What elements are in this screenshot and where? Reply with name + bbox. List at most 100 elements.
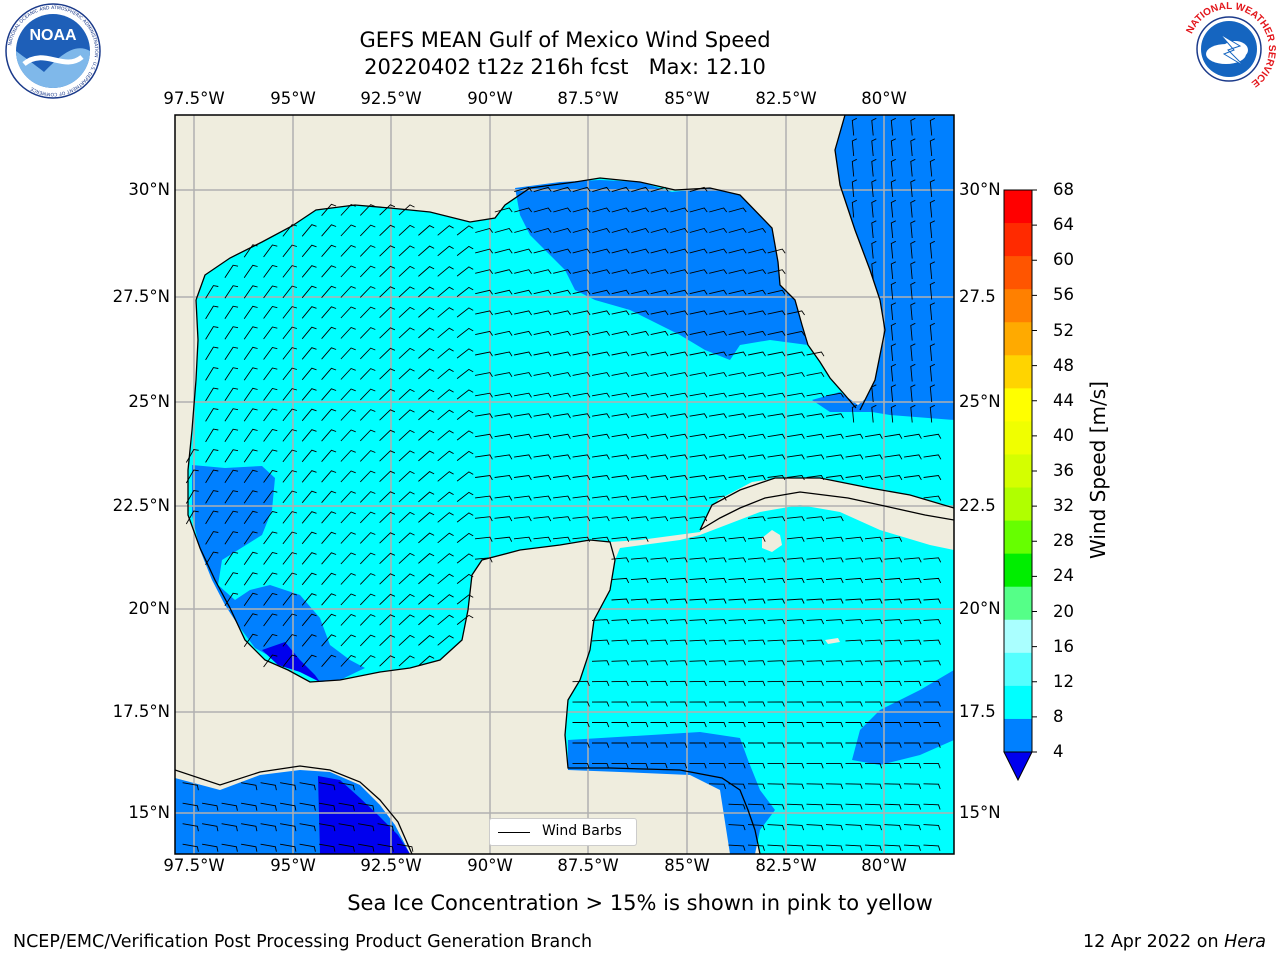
wind-barb bbox=[243, 305, 258, 319]
wind-barb bbox=[865, 742, 883, 748]
wind-barb bbox=[670, 227, 689, 233]
wind-barb bbox=[379, 450, 396, 462]
wind-barb bbox=[767, 351, 786, 357]
wind-barb bbox=[845, 639, 863, 645]
wind-barb bbox=[321, 326, 337, 339]
wind-barb bbox=[806, 598, 825, 604]
wind-barb bbox=[243, 469, 258, 483]
colorbar-segment bbox=[1004, 586, 1032, 621]
wind-barb bbox=[224, 428, 239, 443]
wind-barb bbox=[890, 158, 896, 177]
wind-barbs bbox=[182, 117, 942, 852]
wind-barb bbox=[282, 244, 298, 258]
wind-barb bbox=[397, 843, 414, 852]
wind-barb bbox=[806, 660, 824, 666]
wind-barb bbox=[321, 531, 337, 544]
wind-barb bbox=[379, 347, 396, 360]
wind-barb bbox=[631, 372, 649, 378]
wind-barb bbox=[670, 475, 688, 481]
wind-barb bbox=[864, 660, 883, 666]
wind-barb bbox=[359, 388, 376, 401]
wind-barb bbox=[670, 495, 688, 501]
wind-barb bbox=[475, 454, 493, 460]
wind-barb bbox=[806, 454, 825, 460]
wind-barb bbox=[263, 531, 278, 545]
wind-barb bbox=[787, 392, 805, 398]
wind-barb bbox=[728, 619, 747, 625]
wind-barb bbox=[884, 598, 903, 604]
wind-barb bbox=[728, 536, 747, 542]
axis-tick-label: 80°W bbox=[861, 856, 907, 875]
wind-barb bbox=[358, 823, 375, 832]
wind-barb bbox=[456, 307, 474, 318]
wind-barb bbox=[884, 557, 903, 563]
wind-barb bbox=[456, 512, 474, 523]
wind-barb bbox=[182, 782, 199, 791]
wind-barb bbox=[572, 269, 591, 275]
wind-barb bbox=[767, 433, 786, 439]
chart-title-line1: GEFS MEAN Gulf of Mexico Wind Speed bbox=[359, 28, 771, 52]
colorbar-segment bbox=[1004, 454, 1032, 489]
wind-barb bbox=[748, 289, 766, 295]
wind-barb bbox=[728, 310, 747, 316]
wind-barb bbox=[728, 742, 746, 748]
wind-barb bbox=[884, 803, 902, 810]
wind-barb bbox=[475, 392, 493, 398]
wind-barb bbox=[910, 261, 916, 280]
wind-barb bbox=[340, 654, 356, 667]
wind-barb bbox=[494, 248, 513, 254]
wind-barb bbox=[728, 227, 747, 233]
colorbar-tick-label: 68 bbox=[1053, 180, 1074, 199]
wind-barb bbox=[826, 742, 844, 748]
wind-barb bbox=[340, 367, 356, 380]
wind-barb bbox=[379, 634, 396, 647]
wind-barb bbox=[243, 510, 258, 524]
wind-barb bbox=[592, 310, 610, 316]
wind-barb bbox=[670, 392, 688, 398]
wind-barb bbox=[185, 490, 199, 504]
wind-barb bbox=[572, 680, 590, 687]
wind-barb bbox=[592, 227, 611, 233]
wind-barb bbox=[709, 330, 727, 336]
colorbar-tick-label: 40 bbox=[1053, 425, 1074, 445]
wind-barb bbox=[398, 552, 415, 564]
wind-barb bbox=[437, 491, 454, 503]
wind-barb bbox=[825, 516, 844, 522]
wind-barb bbox=[709, 475, 727, 481]
wind-barb bbox=[910, 302, 916, 321]
wind-barb bbox=[340, 408, 356, 421]
wind-barb bbox=[728, 372, 747, 378]
wind-barb bbox=[767, 248, 786, 254]
wind-barb bbox=[260, 843, 277, 852]
wind-barb bbox=[456, 286, 474, 297]
wind-barb bbox=[205, 387, 219, 402]
wind-barb bbox=[748, 227, 767, 233]
wind-barb bbox=[437, 573, 454, 585]
pacific-low-wind-patch bbox=[318, 776, 410, 854]
wind-barb bbox=[747, 536, 766, 542]
wind-barb bbox=[709, 495, 727, 501]
wind-barb bbox=[475, 269, 494, 275]
wind-barb bbox=[418, 225, 435, 236]
wind-barb bbox=[825, 660, 844, 666]
wind-barb bbox=[514, 289, 532, 295]
wind-barb bbox=[514, 413, 532, 419]
wind-barb bbox=[553, 186, 572, 193]
wind-barb bbox=[825, 783, 844, 790]
axis-tick-label: 25°N bbox=[959, 392, 1001, 411]
wind-barb bbox=[767, 742, 785, 748]
wind-barb bbox=[865, 475, 883, 481]
wind-barb bbox=[301, 367, 317, 381]
wind-barb bbox=[263, 428, 278, 442]
wind-barb bbox=[630, 680, 649, 687]
wind-barb bbox=[319, 782, 336, 791]
wind-barb bbox=[611, 762, 629, 769]
wind-barb bbox=[630, 536, 649, 542]
wind-barb bbox=[923, 742, 941, 748]
wind-barb bbox=[670, 248, 689, 254]
wind-barb bbox=[398, 306, 415, 318]
cuba-land bbox=[700, 478, 954, 530]
western-gulf-wind-field bbox=[192, 465, 365, 682]
wind-barb bbox=[806, 577, 825, 584]
colorbar-tick-label: 20 bbox=[1053, 601, 1074, 621]
